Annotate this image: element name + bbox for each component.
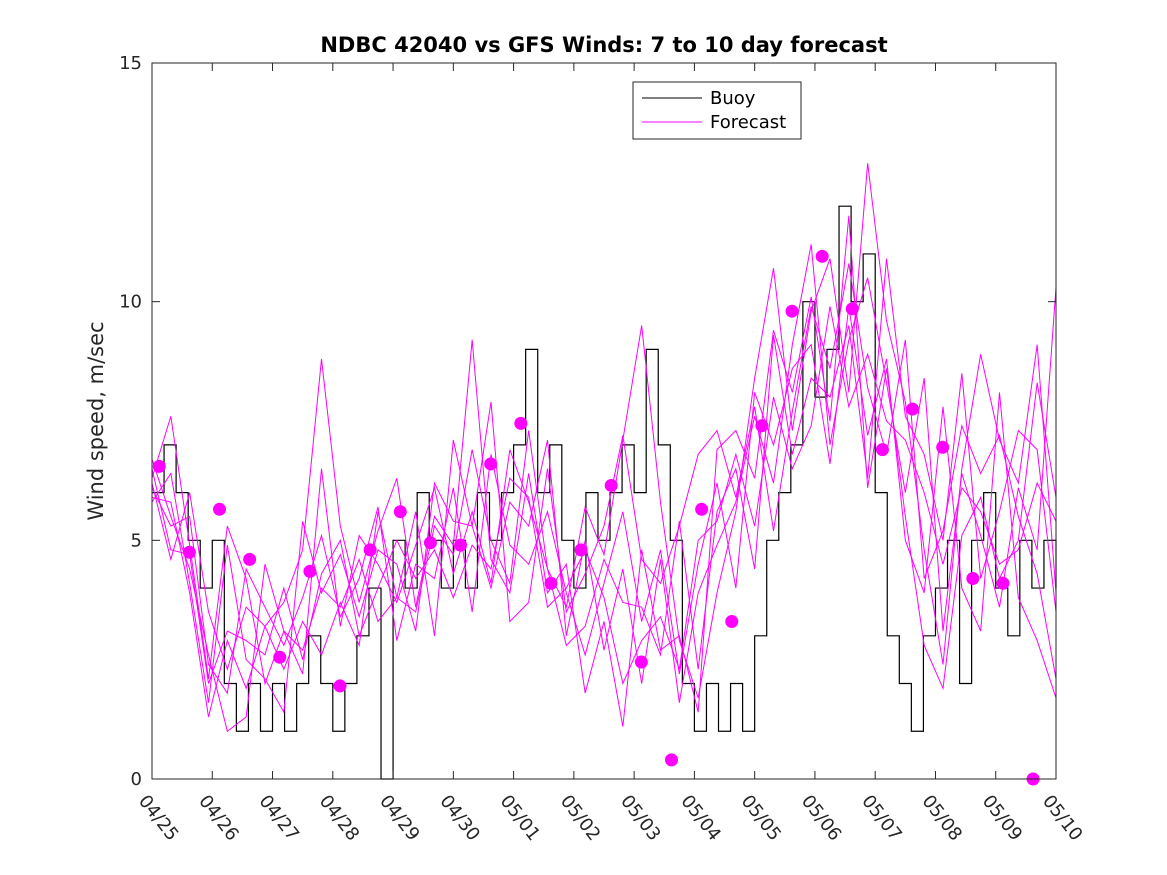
forecast-marker-15 [604,478,618,492]
forecast-marker-3 [243,552,257,566]
y-tick-label-0: 0 [131,769,142,790]
forecast-markers [152,249,1040,786]
forecast-marker-9 [423,536,437,550]
forecast-marker-6 [333,679,347,693]
y-axis-label: Wind speed, m/sec [84,321,108,520]
forecast-marker-18 [695,502,709,516]
forecast-marker-26 [936,440,950,454]
forecast-marker-17 [664,753,678,767]
x-tick-label-5: 04/30 [435,791,483,845]
forecast-marker-23 [845,302,859,316]
y-tick-label-1: 5 [131,530,142,551]
forecast-line-3 [151,258,1057,671]
x-tick-label-12: 05/07 [857,791,905,845]
y-tick-label-3: 15 [119,53,142,74]
chart-title: NDBC 42040 vs GFS Winds: 7 to 10 day for… [320,33,887,57]
x-tick-label-9: 05/04 [676,791,724,845]
legend: Buoy Forecast [632,81,802,140]
buoy-line [152,205,1057,780]
forecast-line-5 [151,306,1057,699]
x-tick-label-11: 05/06 [797,791,845,845]
y-axis: 0 5 10 15 [119,53,1056,790]
x-tick-label-0: 04/25 [134,791,182,845]
forecast-marker-10 [454,538,468,552]
x-tick-label-15: 05/10 [1038,791,1086,845]
x-tick-label-1: 04/26 [194,791,242,845]
x-tick-label-6: 05/01 [496,791,544,845]
x-tick-label-7: 05/02 [556,791,604,845]
legend-forecast-label: Forecast [710,112,786,133]
forecast-marker-5 [303,564,317,578]
legend-box [632,81,802,140]
forecast-marker-0 [152,459,166,473]
legend-buoy-label: Buoy [710,88,756,109]
forecast-marker-24 [875,443,889,457]
forecast-marker-19 [725,614,739,628]
x-tick-label-13: 05/08 [918,791,966,845]
forecast-line-0 [151,163,1057,699]
forecast-marker-21 [785,304,799,318]
y-tick-label-2: 10 [119,292,142,313]
x-tick-label-8: 05/03 [616,791,664,845]
forecast-marker-22 [815,249,829,263]
forecast-marker-7 [363,543,377,557]
x-tick-label-4: 04/29 [375,791,423,845]
forecast-marker-11 [484,457,498,471]
forecast-marker-28 [996,576,1010,590]
forecast-marker-2 [212,502,226,516]
x-tick-label-10: 05/05 [737,791,785,845]
forecast-marker-16 [634,655,648,669]
forecast-marker-8 [393,505,407,519]
forecast-marker-13 [544,576,558,590]
forecast-marker-25 [906,402,920,416]
forecast-line-6 [151,306,1057,686]
forecast-line-1 [151,215,1057,727]
forecast-marker-27 [966,572,980,586]
forecast-marker-14 [574,543,588,557]
forecast-marker-4 [273,650,287,664]
buoy-series [152,205,1057,780]
x-tick-label-3: 04/28 [315,791,363,845]
forecast-series [151,163,1057,733]
x-tick-label-2: 04/27 [255,791,303,845]
forecast-marker-12 [514,416,528,430]
forecast-line-4 [151,244,1057,714]
plot-frame [151,62,1057,780]
x-tick-label-14: 05/09 [978,791,1026,845]
forecast-marker-1 [182,545,196,559]
forecast-line-2 [151,263,1057,733]
forecast-marker-20 [755,419,769,433]
